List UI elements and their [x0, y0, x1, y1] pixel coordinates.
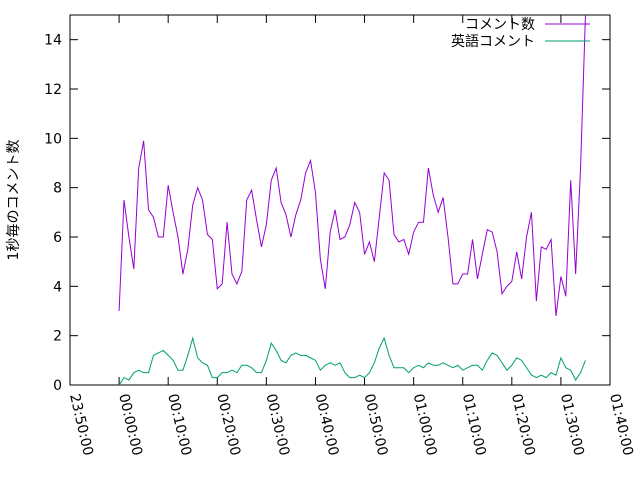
- x-tick-label: 00:30:00: [262, 392, 292, 457]
- y-tick-label: 8: [53, 181, 62, 197]
- x-tick-label: 00:20:00: [213, 392, 243, 457]
- series-line: [118, 14, 586, 316]
- x-tick-label: 01:20:00: [508, 392, 538, 457]
- x-tick-label: 23:50:00: [66, 392, 96, 457]
- x-tick-label: 00:00:00: [115, 392, 145, 457]
- x-tick-label: 01:40:00: [606, 392, 636, 457]
- y-tick-label: 10: [44, 131, 62, 147]
- y-tick-label: 6: [53, 230, 62, 246]
- series-line: [118, 336, 586, 386]
- x-tick-label: 00:10:00: [164, 392, 194, 457]
- y-axis-label: 1秒毎のコメント数: [6, 140, 22, 261]
- y-tick-label: 2: [53, 329, 62, 345]
- x-tick-label: 00:40:00: [312, 392, 342, 457]
- plot-border: [69, 14, 611, 386]
- x-tick-label: 01:00:00: [410, 392, 440, 457]
- x-tick-label: 01:30:00: [557, 392, 587, 457]
- legend-label: 英語コメント: [451, 33, 535, 50]
- x-tick-label: 01:10:00: [459, 392, 489, 457]
- legend-label: コメント数: [465, 17, 535, 33]
- y-tick-label: 12: [44, 82, 62, 98]
- x-tick-label: 00:50:00: [361, 392, 391, 457]
- y-tick-label: 14: [44, 33, 62, 49]
- y-tick-label: 0: [53, 378, 62, 394]
- y-tick-label: 4: [53, 279, 62, 295]
